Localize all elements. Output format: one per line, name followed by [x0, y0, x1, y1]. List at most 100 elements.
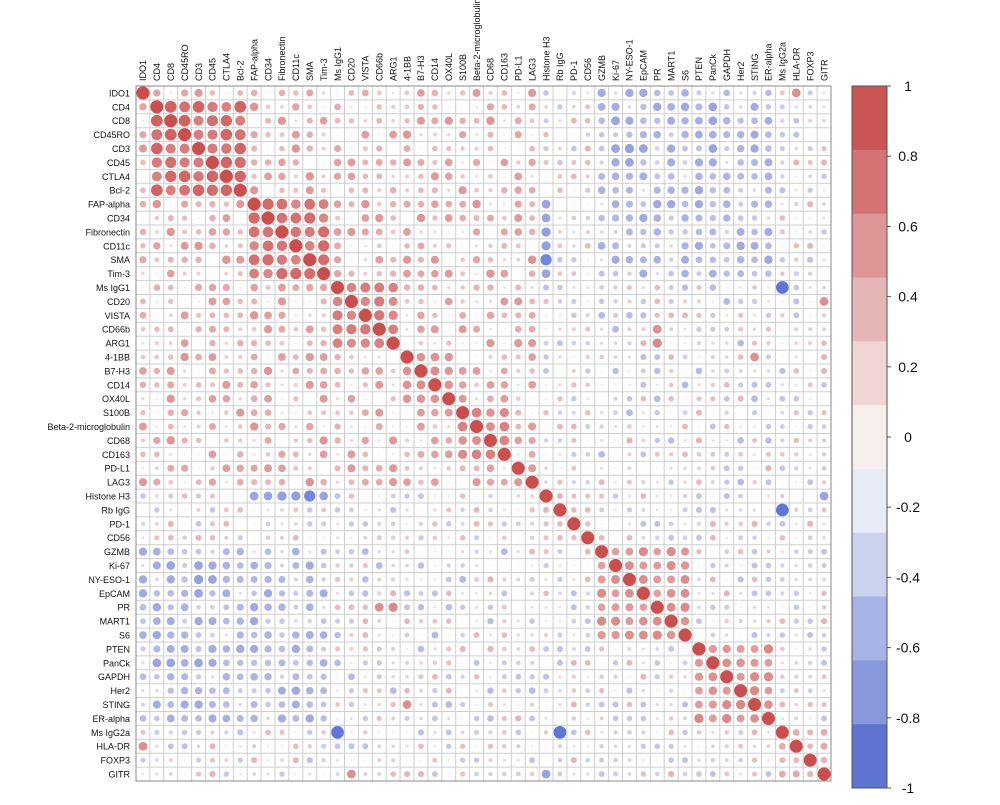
- cell-circle-bcl-2-er-alpha: [764, 186, 772, 194]
- cell-circle-tim-3-fibronectin: [276, 268, 288, 280]
- cell-circle-b7-h3-beta-2-microglobulin: [472, 367, 481, 375]
- cell-circle-pd-1-epcam: [640, 520, 647, 527]
- cell-circle-epcam-gapdh: [723, 590, 730, 597]
- cell-circle-cd68-4-1bb: [404, 438, 410, 443]
- cell-circle-beta-2-microglobulin-ms-igg2a: [779, 424, 785, 430]
- cell-circle-mart1-cd14: [432, 618, 438, 624]
- cell-circle-cd45ro-bcl-2: [234, 129, 246, 141]
- cell-circle-sma-arg1: [390, 256, 397, 263]
- cell-circle-lag3-sting: [752, 479, 757, 485]
- row-label-gapdh: GAPDH: [98, 672, 130, 682]
- cell-circle-s6-lag3: [530, 633, 534, 637]
- cell-circle-foxp3-ki-67: [613, 757, 618, 763]
- cell-circle-cd45ro-ido1: [139, 131, 147, 139]
- cell-circle-b7-h3-cd163: [500, 367, 508, 375]
- cell-circle-ms-igg2a-pd-l1: [515, 729, 522, 736]
- cell-circle-foxp3-cd8: [168, 758, 173, 763]
- cell-circle-er-alpha-vista: [362, 715, 369, 722]
- cell-circle-fibronectin-s6: [682, 229, 688, 235]
- cell-circle-fibronectin-fibronectin: [275, 225, 289, 239]
- cell-circle-gzmb-gzmb: [595, 545, 609, 559]
- cell-circle-cd45-cd14: [432, 159, 438, 165]
- cell-circle-cd11c-beta-2-microglobulin: [474, 244, 479, 248]
- cell-circle-vista-pd-l1: [515, 312, 522, 319]
- cell-circle-fibronectin-ox40l: [447, 230, 450, 233]
- cell-circle-histone-h3-ox40l: [447, 494, 450, 498]
- cell-circle-cd68-cd68: [483, 433, 498, 448]
- cell-circle-cd45-mart1: [667, 158, 676, 167]
- cell-circle-gitr-ms-igg2a: [778, 770, 786, 778]
- cell-circle-er-alpha-ido1: [139, 715, 147, 722]
- cell-circle-arg1-gitr: [821, 340, 827, 346]
- cell-circle-panck-ctla4: [223, 659, 230, 667]
- row-label-foxp3: FOXP3: [100, 756, 130, 766]
- cell-circle-gapdh-fibronectin: [279, 674, 285, 679]
- cell-circle-cd45ro-sting: [750, 130, 759, 139]
- cell-circle-arg1-cd68: [486, 339, 495, 348]
- cell-circle-mart1-pr: [652, 616, 662, 626]
- cell-circle-gapdh-rb-igg: [558, 675, 562, 679]
- cell-circle-panck-sma: [306, 659, 314, 667]
- cell-circle-epcam-sting: [751, 590, 758, 597]
- cell-circle-cd20-gapdh: [723, 298, 731, 305]
- cell-circle-ctla4-her2: [737, 172, 745, 180]
- cell-circle-fap-alpha-cd14: [431, 200, 439, 208]
- cell-circle-cd4-4-1bb: [404, 104, 410, 110]
- cell-circle-rb-igg-gitr: [821, 507, 827, 513]
- cell-circle-ms-igg2a-b7-h3: [417, 729, 425, 736]
- cell-circle-rb-igg-gapdh: [725, 508, 729, 512]
- cell-circle-ms-igg2a-cd8: [168, 730, 173, 735]
- cell-circle-cd8-arg1: [391, 118, 396, 123]
- row-label-histone-h3: Histone H3: [85, 491, 130, 501]
- cell-circle-histone-h3-ctla4: [225, 495, 228, 497]
- cell-circle-rb-igg-cd163: [502, 508, 506, 512]
- cell-circle-rb-igg-ms-igg1: [334, 507, 341, 513]
- legend-tick-label: -0.6: [896, 640, 920, 656]
- cell-circle-ido1-cd66b: [376, 90, 382, 96]
- cell-circle-s6-cd56: [585, 632, 591, 638]
- cell-circle-hla-dr-sma: [307, 744, 312, 749]
- legend-tick-label: 0.4: [898, 289, 918, 305]
- cell-circle-gitr-ki-67: [613, 771, 619, 777]
- cell-circle-pr-lag3: [530, 605, 534, 609]
- cell-circle-er-alpha-tim-3: [320, 715, 327, 722]
- cell-circle-cd8-cd14: [431, 117, 439, 125]
- cell-circle-cd66b-cd20: [346, 324, 357, 335]
- legend-tick-label: -0.2: [896, 499, 920, 515]
- cell-circle-ny-eso-1-gzmb: [597, 575, 606, 584]
- row-label-cd11c: CD11c: [103, 241, 130, 251]
- cell-circle-panck-foxp3: [807, 660, 813, 666]
- cell-circle-pr-pd-l1: [517, 606, 520, 609]
- cell-circle-cd11c-cd8: [169, 244, 173, 248]
- cell-circle-gapdh-cd8: [167, 673, 175, 681]
- cell-circle-ctla4-cd3: [193, 171, 204, 182]
- cell-circle-sting-foxp3: [807, 701, 813, 708]
- cell-circle-gzmb-ido1: [138, 547, 148, 556]
- cell-circle-beta-2-microglobulin-ctla4: [224, 425, 228, 428]
- cell-circle-cd163-ms-igg2a: [779, 451, 785, 457]
- cell-circle-rb-igg-hla-dr: [794, 507, 799, 513]
- cell-circle-vista-sting: [753, 313, 756, 317]
- cell-circle-ms-igg2a-bcl-2: [237, 729, 244, 736]
- cell-circle-s6-ctla4: [224, 633, 228, 637]
- cell-circle-ny-eso-1-cd14: [433, 578, 437, 581]
- cell-circle-pd-1-cd45: [209, 521, 215, 527]
- cell-circle-gapdh-cd20: [348, 673, 355, 681]
- cell-circle-epcam-pr: [653, 589, 662, 598]
- cell-circle-cd34-tim-3: [318, 213, 329, 223]
- cell-circle-cd20-pr: [654, 298, 661, 305]
- cell-circle-bcl-2-pr: [653, 186, 661, 194]
- cell-circle-cd56-cd11c: [292, 534, 299, 541]
- cell-circle-ms-igg2a-4-1bb: [406, 731, 408, 734]
- cell-circle-cd56-cd8: [167, 534, 174, 541]
- cell-circle-pd-1-beta-2-microglobulin: [473, 520, 480, 527]
- cell-circle-b7-h3-cd45ro: [182, 369, 187, 373]
- column-label-ny-eso-1: NY-ESO-1: [625, 39, 635, 81]
- cell-circle-epcam-cd68: [488, 591, 493, 596]
- cell-circle-gapdh-cd14: [431, 673, 438, 680]
- cell-circle-cd20-ny-eso-1: [627, 299, 632, 304]
- cell-circle-ms-igg2a-vista: [363, 730, 368, 735]
- cell-circle-ms-igg1-ms-igg2a: [775, 281, 789, 294]
- row-label-cd14: CD14: [107, 380, 130, 390]
- cell-circle-gzmb-pd-l1: [516, 550, 520, 554]
